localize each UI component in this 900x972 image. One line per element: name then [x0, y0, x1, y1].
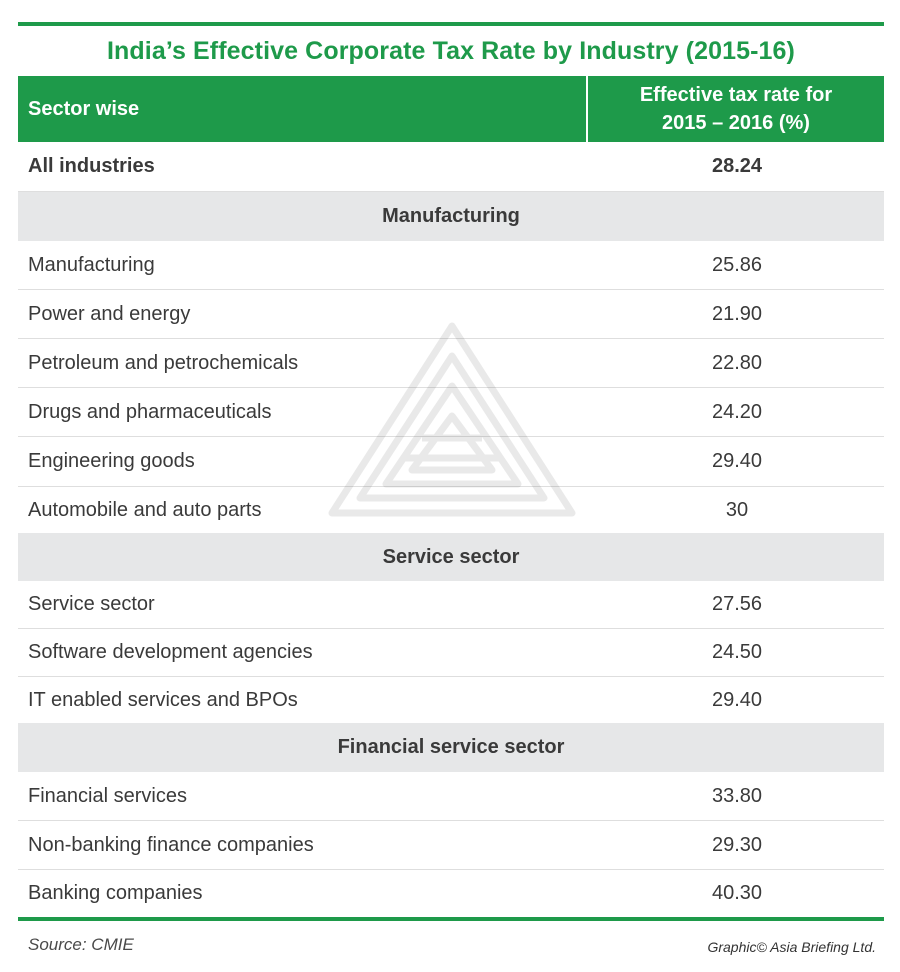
- row-label: Power and energy: [28, 302, 191, 325]
- table-row: Automobile and auto parts 30: [18, 487, 884, 533]
- row-value: 29.30: [711, 833, 763, 856]
- table-header: Sector wise Effective tax rate for 2015 …: [18, 76, 884, 142]
- row-value: 22.80: [711, 351, 763, 374]
- graphic-credit: Graphic© Asia Briefing Ltd.: [707, 939, 876, 955]
- table-row: Financial services 33.80: [18, 772, 884, 821]
- table-row-all-industries: All industries 28.24: [18, 142, 884, 192]
- row-value: 25.86: [711, 253, 763, 276]
- row-label: All industries: [28, 155, 155, 177]
- row-value: 24.50: [711, 641, 763, 663]
- row-label: IT enabled services and BPOs: [28, 688, 298, 711]
- source-note: Source: CMIE: [28, 935, 134, 954]
- header-sector: Sector wise: [18, 76, 588, 142]
- row-label: Manufacturing: [28, 253, 155, 276]
- header-rate: Effective tax rate for 2015 – 2016 (%): [588, 76, 884, 142]
- table-row: Service sector 27.56: [18, 581, 884, 629]
- table-row: Petroleum and petrochemicals 22.80: [18, 339, 884, 388]
- row-label: Petroleum and petrochemicals: [28, 351, 299, 374]
- table-row: Non-banking finance companies 29.30: [18, 821, 884, 870]
- row-value: 30: [725, 498, 749, 521]
- table-row: Banking companies 40.30: [18, 870, 884, 917]
- row-label: Automobile and auto parts: [28, 498, 262, 521]
- page-title: India’s Effective Corporate Tax Rate by …: [107, 36, 795, 65]
- group-header-financial: Financial service sector: [18, 723, 884, 772]
- row-value: 40.30: [711, 882, 763, 904]
- group-header-manufacturing: Manufacturing: [18, 192, 884, 241]
- row-label: Non-banking finance companies: [28, 833, 314, 856]
- table-row: Engineering goods 29.40: [18, 437, 884, 487]
- row-value: 29.40: [711, 450, 763, 472]
- row-value: 29.40: [711, 688, 763, 711]
- row-label: Drugs and pharmaceuticals: [28, 400, 272, 423]
- header-rate-line2: 2015 – 2016 (%): [662, 112, 810, 134]
- row-label: Banking companies: [28, 882, 203, 904]
- table-row: IT enabled services and BPOs 29.40: [18, 677, 884, 723]
- table-row: Drugs and pharmaceuticals 24.20: [18, 388, 884, 437]
- row-value: 24.20: [711, 400, 763, 423]
- tax-rate-table-graphic: India’s Effective Corporate Tax Rate by …: [18, 22, 884, 961]
- table-row: Software development agencies 24.50: [18, 629, 884, 677]
- table-row: Manufacturing 25.86: [18, 241, 884, 290]
- bottom-divider: [18, 917, 884, 921]
- row-label: Engineering goods: [28, 450, 195, 472]
- footer: Source: CMIE Graphic© Asia Briefing Ltd.: [18, 921, 884, 961]
- row-value: 21.90: [711, 302, 763, 325]
- row-label: Software development agencies: [28, 641, 313, 663]
- row-value: 33.80: [711, 784, 763, 807]
- row-label: Financial services: [28, 784, 187, 807]
- group-header-service: Service sector: [18, 533, 884, 581]
- header-rate-line1: Effective tax rate for: [639, 84, 833, 106]
- row-value: 27.56: [711, 593, 763, 615]
- row-label: Service sector: [28, 593, 155, 615]
- row-value: 28.24: [711, 155, 763, 177]
- top-divider: [18, 22, 884, 26]
- table-row: Power and energy 21.90: [18, 290, 884, 339]
